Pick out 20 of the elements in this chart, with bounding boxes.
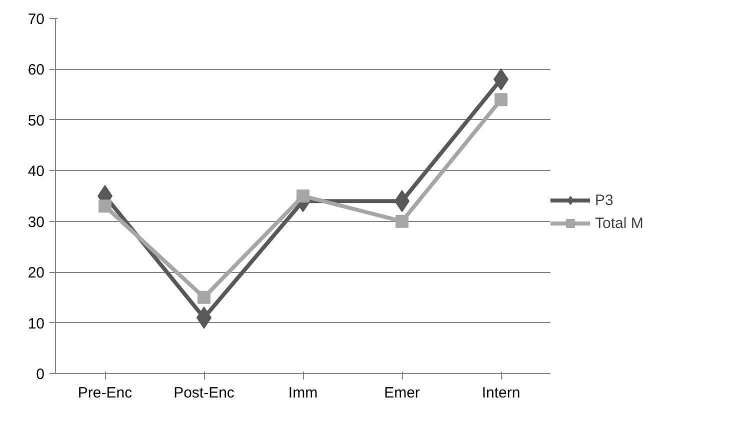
point bbox=[98, 200, 112, 213]
x-tick-label: Pre-Enc bbox=[78, 384, 133, 402]
x-tick-label: Imm bbox=[288, 384, 318, 402]
legend-label: Total M bbox=[595, 214, 644, 232]
y-tick-label: 40 bbox=[28, 163, 45, 180]
y-tick-label: 20 bbox=[28, 264, 45, 282]
y-tick-label: 0 bbox=[36, 366, 44, 383]
y-tick-label: 10 bbox=[28, 315, 45, 332]
point bbox=[198, 290, 210, 304]
x-tick-label: Post-Enc bbox=[174, 384, 235, 402]
y-tick-label: 70 bbox=[28, 11, 45, 28]
point bbox=[296, 190, 310, 202]
x-tick-label: Intern bbox=[482, 384, 520, 402]
legend-label: P3 bbox=[595, 192, 614, 208]
x-tick-label: Emer bbox=[384, 384, 420, 402]
y-tick-label: 60 bbox=[28, 62, 45, 79]
point bbox=[494, 93, 508, 106]
point bbox=[396, 214, 408, 228]
y-tick-label: 50 bbox=[28, 112, 45, 130]
y-tick-label: 30 bbox=[28, 214, 45, 231]
